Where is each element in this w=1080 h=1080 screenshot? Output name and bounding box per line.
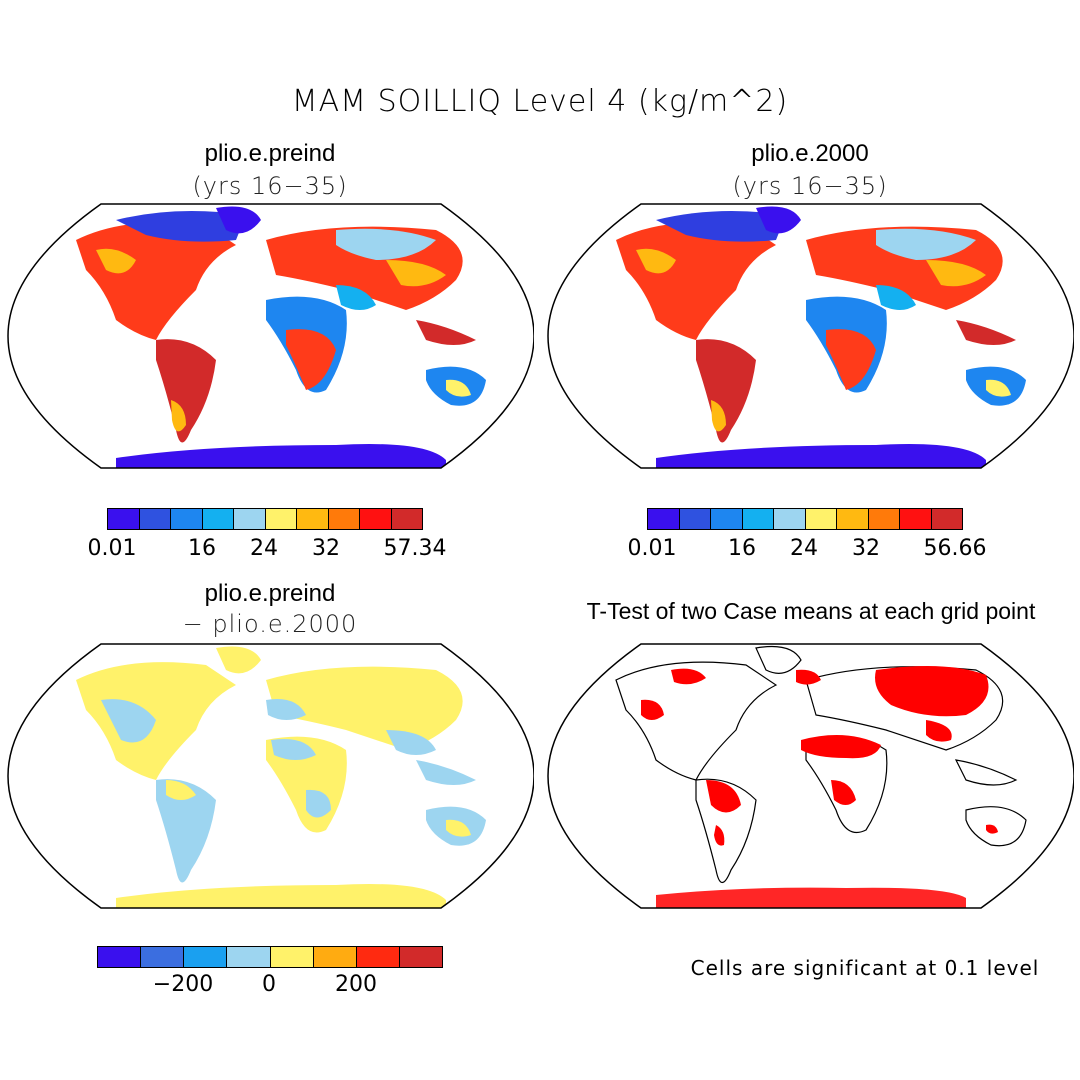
panel-2-colorbar-swatch (711, 509, 743, 529)
panel-2-colorbar-swatch (679, 509, 711, 529)
panel-3-colorbar (97, 946, 443, 968)
panel-3-colorbar-swatch (227, 947, 271, 967)
panel-2-colorbar-swatch (900, 509, 932, 529)
panel-1-tick: 32 (312, 536, 340, 561)
panel-1-map (7, 203, 534, 469)
panel-2-colorbar-swatch (931, 509, 962, 529)
panel-3-colorbar-swatch (270, 947, 314, 967)
panel-1-tick: 0.01 (87, 536, 137, 561)
panel-1-colorbar-swatch (139, 509, 171, 529)
panel-1-colorbar-swatch (234, 509, 266, 529)
panel-3-title: plio.e.preind (204, 580, 336, 607)
figure-title: MAM SOILLIQ Level 4 (kg/m^2) (291, 84, 789, 119)
panel-3-map (7, 643, 534, 909)
panel-3-colorbar-swatch (399, 947, 442, 967)
panel-1-colorbar-swatch (202, 509, 234, 529)
panel-3-colorbar-swatch (141, 947, 185, 967)
panel-2-tick: 24 (790, 536, 818, 561)
panel-1-colorbar-swatch (265, 509, 297, 529)
panel-2-colorbar-swatch (837, 509, 869, 529)
panel-1-colorbar-swatch (391, 509, 422, 529)
panel-2-colorbar (647, 508, 963, 530)
panel-2-colorbar-swatch (805, 509, 837, 529)
panel-2-title: plio.e.2000 (751, 140, 869, 167)
panel-1-colorbar-swatch (360, 509, 392, 529)
panel-3-colorbar-swatch (356, 947, 400, 967)
panel-2-tick: 16 (728, 536, 756, 561)
panel-1-tick: 24 (250, 536, 278, 561)
panel-2-subtitle: (yrs 16−35) (732, 172, 888, 200)
panel-1-colorbar-swatch (108, 509, 140, 529)
panel-1-title: plio.e.preind (204, 140, 336, 167)
panel-2-tick: 56.66 (923, 536, 987, 561)
panel-2-map (547, 203, 1074, 469)
panel-1-tick: 57.34 (383, 536, 447, 561)
panel-1-colorbar-swatch (171, 509, 203, 529)
panel-2-colorbar-swatch (648, 509, 680, 529)
panel-2-tick: 0.01 (627, 536, 677, 561)
panel-3-subtitle: − plio.e.2000 (182, 610, 358, 638)
panel-4-note: Cells are significant at 0.1 level (690, 956, 1040, 980)
panel-1-subtitle: (yrs 16−35) (192, 172, 348, 200)
panel-1-colorbar-swatch (297, 509, 329, 529)
panel-3-tick: 0 (262, 972, 276, 997)
panel-4-title: T-Test of two Case means at each grid po… (586, 598, 1036, 624)
panel-3-tick: −200 (152, 972, 214, 997)
panel-2-colorbar-swatch (868, 509, 900, 529)
panel-1-colorbar-swatch (328, 509, 360, 529)
panel-3-colorbar-swatch (184, 947, 228, 967)
panel-2-colorbar-swatch (774, 509, 806, 529)
panel-1-colorbar (107, 508, 423, 530)
panel-2-colorbar-swatch (742, 509, 774, 529)
panel-3-colorbar-swatch (98, 947, 142, 967)
panel-1-tick: 16 (188, 536, 216, 561)
panel-4-map (547, 643, 1074, 909)
panel-3-tick: 200 (335, 972, 377, 997)
panel-3-colorbar-swatch (313, 947, 357, 967)
panel-2-tick: 32 (852, 536, 880, 561)
